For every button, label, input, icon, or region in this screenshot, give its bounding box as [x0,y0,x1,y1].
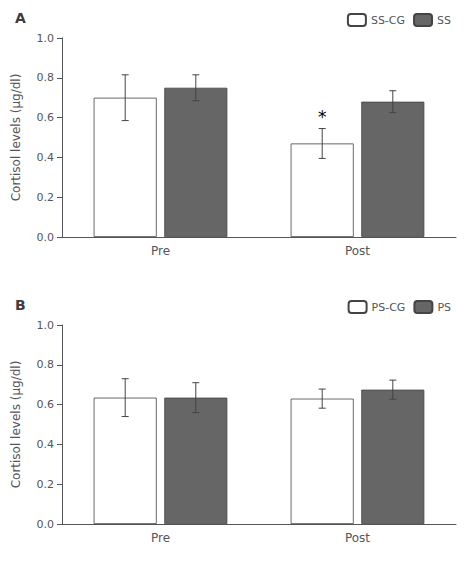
svg-text:0.6: 0.6 [37,398,55,411]
svg-text:Pre: Pre [151,244,170,258]
svg-text:Post: Post [345,531,370,545]
svg-text:0.0: 0.0 [37,231,55,244]
svg-text:0.8: 0.8 [37,71,55,84]
svg-text:*: * [318,107,327,127]
svg-text:0.6: 0.6 [37,111,55,124]
svg-text:0.2: 0.2 [37,478,55,491]
svg-text:0.4: 0.4 [37,438,55,451]
svg-text:PS: PS [437,301,451,314]
svg-text:0.4: 0.4 [37,151,55,164]
svg-text:Cortisol levels (µg/dl): Cortisol levels (µg/dl) [9,74,23,202]
svg-text:0.0: 0.0 [37,518,55,531]
svg-text:A: A [15,10,26,26]
svg-text:SS: SS [437,14,451,27]
svg-text:0.8: 0.8 [37,358,55,371]
svg-text:1.0: 1.0 [37,319,55,332]
svg-text:Cortisol levels (µg/dl): Cortisol levels (µg/dl) [9,361,23,489]
svg-text:0.2: 0.2 [37,191,55,204]
svg-text:SS-CG: SS-CG [371,14,405,27]
svg-text:1.0: 1.0 [37,32,55,45]
svg-text:B: B [15,297,26,313]
svg-text:PS-CG: PS-CG [372,301,406,314]
svg-text:Post: Post [345,244,370,258]
svg-text:Pre: Pre [151,531,170,545]
